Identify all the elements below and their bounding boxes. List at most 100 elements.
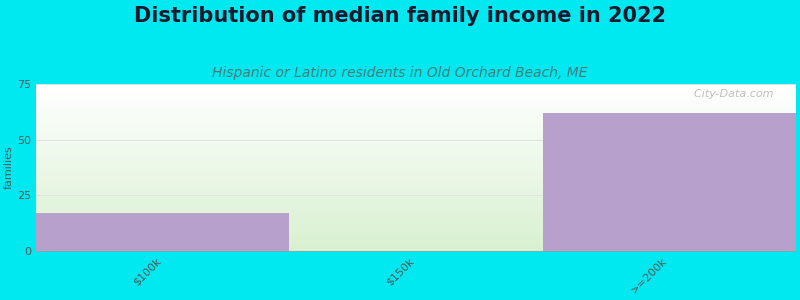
- Text: Distribution of median family income in 2022: Distribution of median family income in …: [134, 6, 666, 26]
- Bar: [36, 150, 796, 151]
- Bar: [36, 216, 796, 217]
- Bar: [36, 228, 796, 229]
- Bar: [36, 89, 796, 90]
- Bar: [36, 236, 796, 237]
- Bar: [36, 156, 796, 157]
- Bar: [36, 192, 796, 193]
- Bar: [36, 229, 796, 230]
- Bar: [36, 189, 796, 190]
- Bar: [36, 132, 796, 133]
- Bar: [36, 191, 796, 192]
- Bar: [36, 109, 796, 110]
- Bar: [36, 208, 796, 209]
- Bar: [36, 244, 796, 245]
- Bar: [36, 88, 796, 89]
- Bar: [36, 203, 796, 204]
- Bar: [36, 104, 796, 105]
- Bar: [36, 165, 796, 166]
- Bar: [36, 171, 796, 172]
- Bar: [36, 106, 796, 107]
- Bar: [36, 173, 796, 174]
- Bar: [36, 110, 796, 111]
- Bar: [36, 153, 796, 154]
- Bar: [36, 151, 796, 152]
- Bar: [36, 177, 796, 178]
- Bar: [36, 147, 796, 148]
- Bar: [36, 112, 796, 113]
- Bar: [36, 241, 796, 242]
- Bar: [36, 246, 796, 247]
- Bar: [36, 124, 796, 125]
- Bar: [36, 200, 796, 201]
- Bar: [36, 94, 796, 95]
- Bar: [36, 138, 796, 139]
- Bar: [36, 118, 796, 119]
- Bar: [36, 91, 796, 92]
- Bar: [36, 218, 796, 219]
- Bar: [36, 154, 796, 155]
- Bar: [36, 142, 796, 143]
- Bar: [36, 141, 796, 142]
- Bar: [36, 146, 796, 147]
- Bar: [36, 162, 796, 163]
- Bar: [36, 170, 796, 171]
- Bar: [36, 129, 796, 130]
- Bar: [36, 155, 796, 156]
- Bar: [36, 168, 796, 169]
- Bar: [36, 220, 796, 221]
- Bar: [36, 230, 796, 231]
- Bar: [36, 205, 796, 206]
- Bar: [36, 175, 796, 176]
- Bar: [36, 113, 796, 114]
- Bar: [36, 179, 796, 180]
- Bar: [36, 193, 796, 194]
- Bar: [36, 247, 796, 248]
- Bar: [36, 140, 796, 141]
- Bar: [36, 100, 796, 101]
- Bar: [36, 217, 796, 218]
- Bar: [36, 178, 796, 179]
- Bar: [36, 97, 796, 98]
- Bar: [36, 98, 796, 99]
- Bar: [36, 149, 796, 150]
- Bar: [36, 96, 796, 97]
- Bar: [36, 172, 796, 173]
- Bar: [36, 201, 796, 202]
- Bar: [36, 99, 796, 100]
- Bar: [36, 212, 796, 213]
- Bar: [36, 214, 796, 215]
- Bar: [36, 180, 796, 181]
- Bar: [36, 231, 796, 232]
- Bar: [36, 158, 796, 159]
- Bar: [542, 113, 796, 251]
- Bar: [36, 222, 796, 223]
- Text: Hispanic or Latino residents in Old Orchard Beach, ME: Hispanic or Latino residents in Old Orch…: [212, 66, 588, 80]
- Bar: [36, 117, 796, 118]
- Bar: [36, 116, 796, 117]
- Bar: [36, 227, 796, 228]
- Bar: [36, 207, 796, 208]
- Bar: [36, 115, 796, 116]
- Bar: [36, 248, 796, 249]
- Bar: [36, 237, 796, 238]
- Bar: [36, 206, 796, 207]
- Bar: [36, 122, 796, 123]
- Bar: [36, 245, 796, 246]
- Bar: [36, 190, 796, 191]
- Bar: [36, 187, 796, 188]
- Bar: [36, 238, 796, 239]
- Bar: [36, 111, 796, 112]
- Bar: [36, 232, 796, 233]
- Bar: [36, 160, 796, 161]
- Bar: [36, 235, 796, 236]
- Bar: [36, 103, 796, 104]
- Text: City-Data.com: City-Data.com: [686, 89, 773, 99]
- Bar: [36, 223, 796, 224]
- Bar: [36, 176, 796, 177]
- Bar: [36, 194, 796, 195]
- Bar: [36, 133, 796, 134]
- Bar: [36, 221, 796, 222]
- Bar: [36, 210, 796, 211]
- Bar: [36, 240, 796, 241]
- Bar: [36, 95, 796, 96]
